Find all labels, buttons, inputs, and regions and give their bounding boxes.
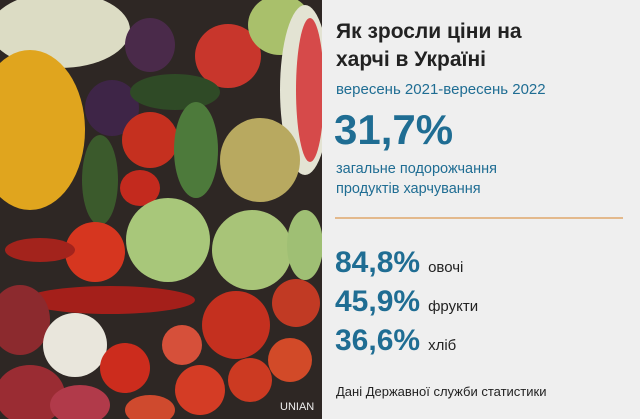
item-label: хліб bbox=[428, 337, 456, 354]
source: Дані Державної служби статистики bbox=[336, 384, 546, 399]
item-label: овочі bbox=[428, 259, 463, 276]
item-value: 45,9% bbox=[335, 285, 420, 318]
photo: UNIAN bbox=[0, 0, 330, 419]
headline-value: 31,7% bbox=[334, 106, 453, 153]
title: Як зросли ціни на bbox=[336, 20, 522, 43]
period: вересень 2021-вересень 2022 bbox=[336, 81, 546, 98]
item-value: 36,6% bbox=[335, 324, 420, 357]
headline-description: продуктів харчування bbox=[336, 181, 481, 197]
text-panel bbox=[322, 0, 640, 419]
item-value: 84,8% bbox=[335, 246, 420, 279]
headline-description: загальне подорожчання bbox=[336, 161, 497, 177]
items: 84,8% овочі 45,9% фрукти 36,6% хліб bbox=[335, 246, 478, 357]
item-label: фрукти bbox=[428, 298, 478, 315]
watermark: UNIAN bbox=[280, 401, 314, 413]
title: харчі в Україні bbox=[336, 48, 486, 71]
